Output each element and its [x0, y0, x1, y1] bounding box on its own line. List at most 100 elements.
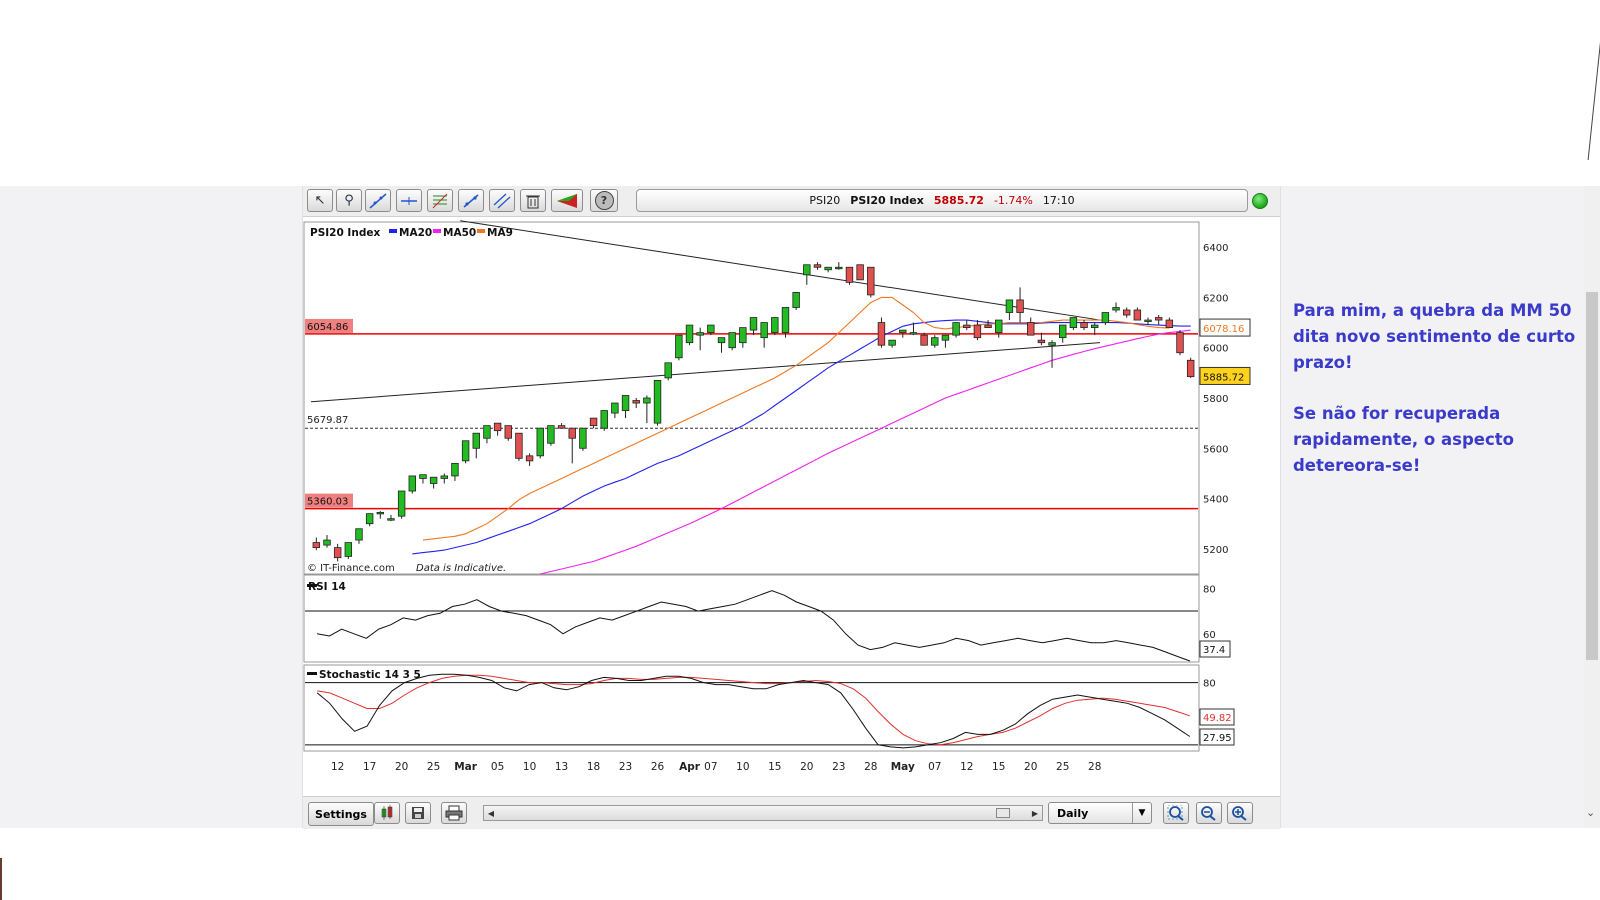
- pointer-icon[interactable]: ↖: [307, 189, 333, 212]
- candle: [451, 462, 459, 477]
- date-tick-label: 20: [395, 761, 408, 773]
- stochastic-k-line: [316, 673, 1191, 749]
- stochastic-tick-label: 80: [1203, 679, 1216, 690]
- zoom-out-icon[interactable]: [1196, 802, 1222, 824]
- window-edge: [1587, 0, 1600, 186]
- candle: [344, 542, 353, 557]
- fibonacci-icon[interactable]: [427, 189, 453, 212]
- candle: [984, 324, 992, 329]
- horizontal-line-glyph: [401, 196, 417, 205]
- annotation-note: Para mim, a quebra da MM 50 dita novo se…: [1293, 298, 1583, 504]
- candle: [1165, 319, 1174, 329]
- candle: [1122, 309, 1131, 316]
- trendline-icon[interactable]: [365, 189, 391, 212]
- price-level-label: 5360.03: [307, 497, 348, 508]
- candle: [931, 337, 939, 346]
- date-tick-label: 26: [651, 761, 665, 773]
- candle: [760, 322, 768, 339]
- scroll-right-icon[interactable]: ▶: [1031, 808, 1039, 818]
- zoom-fit-icon[interactable]: [1163, 802, 1189, 824]
- stochastic-d-value-tag: [1199, 708, 1235, 726]
- candle: [408, 475, 417, 492]
- print-icon[interactable]: [441, 802, 467, 824]
- zoom-fit-glyph: [1167, 805, 1184, 821]
- candle: [643, 397, 651, 404]
- candle: [824, 266, 832, 271]
- page-scrollbar-thumb[interactable]: [1586, 292, 1598, 660]
- chart-type-icon[interactable]: [374, 802, 400, 824]
- date-tick-label: 10: [523, 761, 536, 773]
- horizontal-line-icon[interactable]: [396, 189, 422, 212]
- date-tick-label: 23: [832, 761, 845, 773]
- date-tick-label: 12: [331, 761, 344, 773]
- save-icon[interactable]: [405, 802, 431, 824]
- price-level-tag: [305, 493, 353, 508]
- stochastic-swatch: [307, 672, 317, 675]
- chart-area[interactable]: 6054.86 5679.87 5360.03 5200 5400 5600 5800 60…: [303, 216, 1280, 796]
- support-level-label: 5679.87: [307, 415, 348, 426]
- candle: [515, 432, 523, 459]
- help-icon: ?: [594, 191, 614, 210]
- candle: [995, 319, 1003, 334]
- candle: [355, 528, 363, 541]
- candle: [1144, 319, 1152, 322]
- candle: [376, 511, 385, 515]
- date-tick-label: 18: [587, 761, 600, 773]
- candle: [1016, 299, 1024, 313]
- rsi-line: [317, 590, 1191, 662]
- zoom-icon[interactable]: ⚲: [336, 189, 362, 212]
- trendline-glyph: [369, 192, 387, 209]
- trash-icon[interactable]: [520, 189, 546, 212]
- candle: [1037, 339, 1046, 344]
- candle: [333, 547, 342, 559]
- flag-icon[interactable]: [551, 189, 583, 212]
- chevron-down-icon[interactable]: ▼: [1132, 803, 1151, 823]
- rsi-pane: [303, 574, 1200, 663]
- date-tick-label: Apr: [679, 761, 701, 773]
- date-tick-label: 12: [960, 761, 973, 773]
- chart-scrollbar-thumb[interactable]: [996, 808, 1010, 818]
- support-trendline[interactable]: [310, 342, 1101, 403]
- date-tick-label: 25: [427, 761, 440, 773]
- date-tick-label: 28: [1088, 761, 1101, 773]
- parallel-line-icon[interactable]: [489, 189, 515, 212]
- help-button[interactable]: ?: [590, 189, 618, 212]
- trendlines: [310, 220, 1101, 403]
- candle: [781, 307, 790, 334]
- period-select[interactable]: Daily ▼: [1048, 802, 1152, 824]
- date-tick-label: 25: [1056, 761, 1069, 773]
- stochastic-k-value-label: 27.95: [1203, 733, 1232, 744]
- candle: [888, 339, 896, 346]
- chart-title: PSI20 Index: [310, 227, 380, 239]
- page-vertical-scrollbar[interactable]: ⌄: [1584, 186, 1600, 828]
- date-tick-label: 07: [928, 761, 941, 773]
- flag-glyph: [557, 193, 577, 208]
- candle: [440, 475, 448, 479]
- channel-icon[interactable]: [458, 189, 484, 212]
- scroll-left-icon[interactable]: ◀: [487, 808, 495, 818]
- price-level-label: 6054.86: [307, 322, 348, 333]
- ticker-change: -1.74%: [993, 194, 1033, 207]
- price-pane: [303, 221, 1200, 575]
- zoom-in-icon[interactable]: [1227, 802, 1253, 824]
- settings-button[interactable]: Settings: [308, 802, 374, 826]
- rsi-indicator: RSI 14 80 60 37.4: [305, 581, 1231, 662]
- candle: [387, 518, 395, 521]
- date-tick-label: May: [891, 761, 915, 773]
- ma50-line: [540, 329, 1191, 575]
- chart-horizontal-scrollbar[interactable]: ◀ ▶: [483, 805, 1043, 821]
- chart-bottom-bar: Settings ◀ ▶ Daily ▼: [303, 796, 1280, 829]
- candle: [728, 332, 736, 349]
- scroll-down-icon[interactable]: ⌄: [1586, 806, 1596, 819]
- date-axis: 12 17 20 25 Mar 05 10 13 18 23 26 Apr 07 10 15 20 23 28 Ma…: [331, 761, 1101, 773]
- legend-entry: MA9: [487, 227, 513, 239]
- candle: [1176, 332, 1184, 354]
- price-tick-label: 5200: [1203, 545, 1228, 556]
- legend-swatch: [433, 229, 441, 233]
- ticker-price: 5885.72: [933, 194, 984, 207]
- close-value-label: 5885.72: [1203, 372, 1244, 383]
- resistance-trendline[interactable]: [460, 220, 1101, 321]
- candle: [717, 337, 726, 344]
- candle: [536, 427, 544, 457]
- candle: [504, 425, 512, 439]
